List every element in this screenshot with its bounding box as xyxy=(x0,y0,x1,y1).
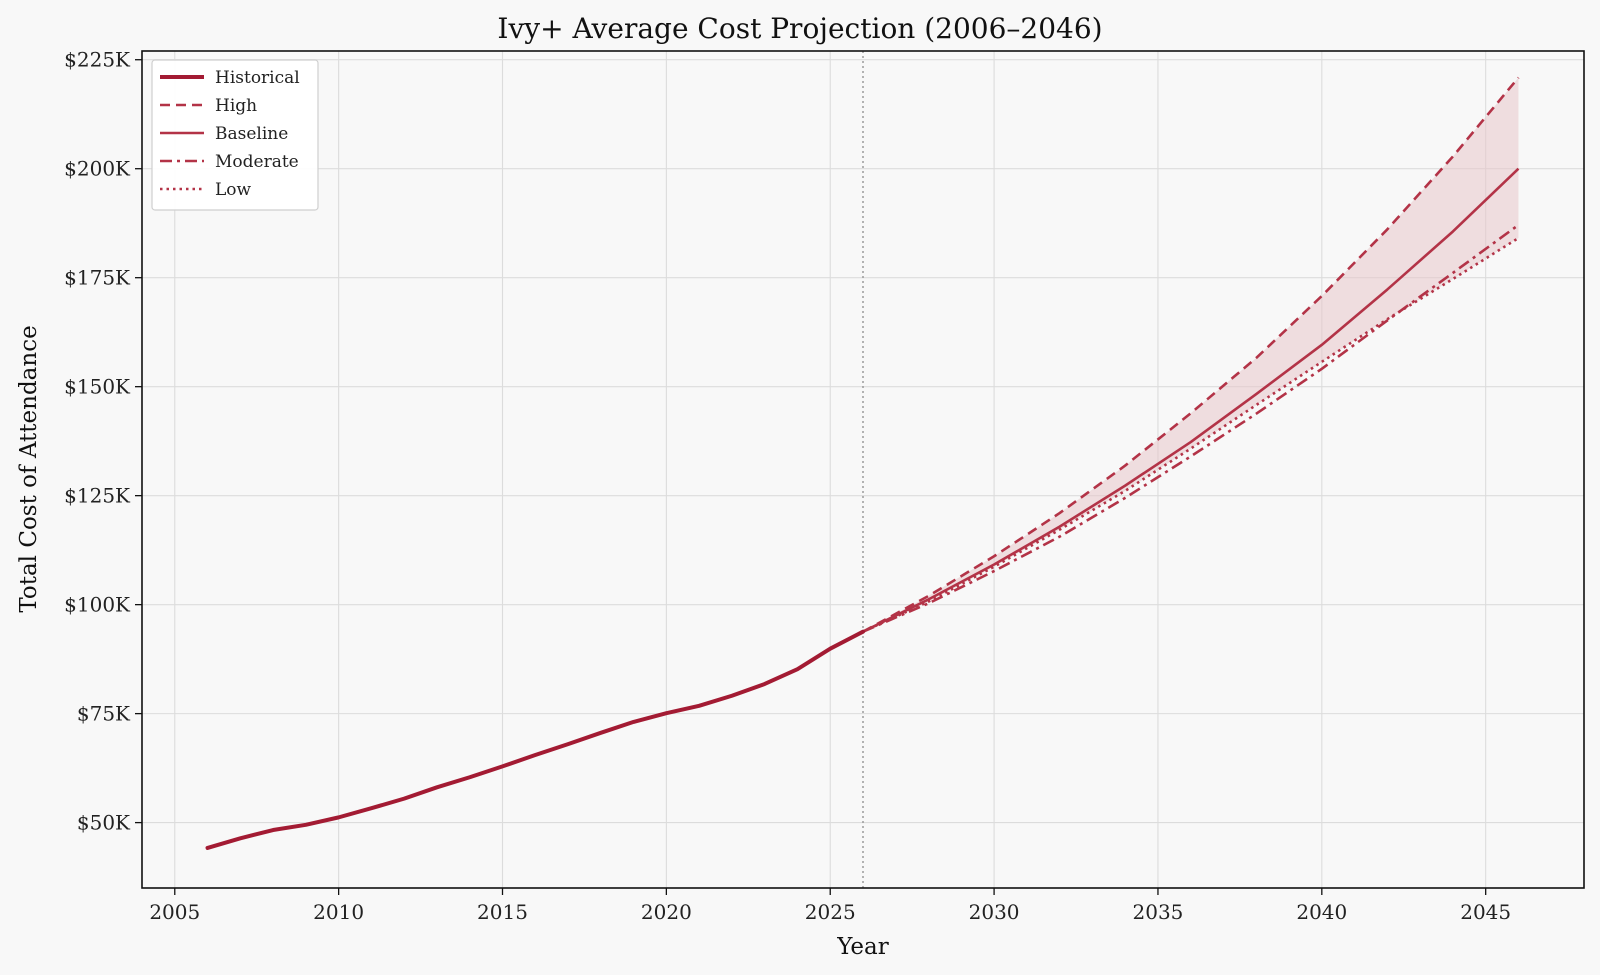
x-axis-ticks: 2005 2010 2015 2020 2025 2030 2035 2040 2045 xyxy=(149,888,1511,924)
y-tick-label: $125K xyxy=(64,484,131,508)
legend-label-baseline: Baseline xyxy=(215,124,288,144)
series-line-high xyxy=(862,76,1520,633)
y-tick-label: $100K xyxy=(64,593,131,617)
chart-title: Ivy+ Average Cost Projection (2006–2046) xyxy=(497,12,1102,45)
series-line-baseline xyxy=(862,167,1520,633)
x-axis-title: Year xyxy=(836,934,889,960)
series-line-historical xyxy=(205,629,865,850)
y-axis-ticks: $50K $75K $100K $125K $150K $175K $200K $225K xyxy=(64,48,142,835)
legend-box xyxy=(151,59,319,211)
x-tick-label: 2015 xyxy=(477,900,528,924)
legend-label-high: High xyxy=(215,96,257,116)
x-tick-label: 2035 xyxy=(1133,900,1184,924)
y-tick-label: $175K xyxy=(64,266,131,290)
series-lines xyxy=(205,76,1520,850)
y-tick-label: $75K xyxy=(77,702,131,726)
legend-label-low: Low xyxy=(215,180,252,200)
x-tick-label: 2040 xyxy=(1296,900,1347,924)
x-tick-label: 2025 xyxy=(805,900,856,924)
legend: Historical High Baseline Moderate Low xyxy=(151,59,319,211)
y-axis-title: Total Cost of Attendance xyxy=(16,325,42,612)
x-tick-label: 2005 xyxy=(149,900,200,924)
y-tick-label: $50K xyxy=(77,811,131,835)
x-tick-label: 2020 xyxy=(641,900,692,924)
legend-label-moderate: Moderate xyxy=(215,152,299,172)
plot-area-frame xyxy=(141,50,1585,889)
y-tick-label: $200K xyxy=(64,157,131,181)
y-tick-label: $150K xyxy=(64,375,131,399)
x-tick-label: 2010 xyxy=(313,900,364,924)
legend-label-historical: Historical xyxy=(215,68,300,88)
projection-band xyxy=(863,77,1519,632)
x-tick-label: 2030 xyxy=(969,900,1020,924)
y-tick-label: $225K xyxy=(64,48,131,72)
x-tick-label: 2045 xyxy=(1460,900,1511,924)
